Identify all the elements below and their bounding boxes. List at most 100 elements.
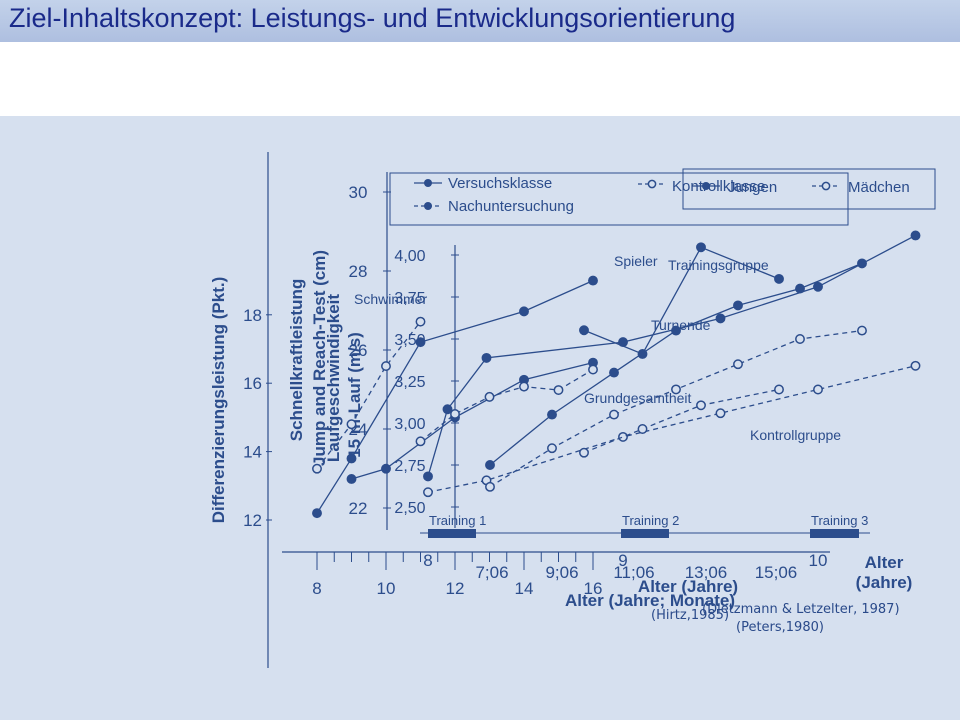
- c2-legend-marker-1: [424, 202, 432, 210]
- training-label-1: Training 2: [622, 513, 679, 528]
- c3-y-axis-title-2: 15 m-Lauf (m/s): [345, 332, 364, 458]
- c3-point-1-1: [547, 443, 557, 454]
- c2-y-axis-title-1: Schnellkraftleistung: [287, 279, 306, 441]
- c2-legend-box: [389, 172, 849, 226]
- c3-point-1-6: [857, 325, 867, 336]
- c2-xtick-label-1: 9: [618, 551, 627, 570]
- c2-point-3-2: [696, 400, 706, 411]
- c2-point-1-3: [774, 273, 784, 284]
- c3-x-axis-title: Alter (Jahre; Monate): [565, 591, 735, 610]
- c2-ytick-label-4: 30: [349, 183, 368, 202]
- c2-series-label-1: Kontrollgruppe: [750, 427, 841, 443]
- c3-legend-marker-0: [702, 182, 710, 190]
- citation-hirtz: (Hirtz,1985): [651, 608, 730, 623]
- c1-series-label-1: Spieler: [614, 253, 658, 269]
- c2-point-2-5: [910, 360, 921, 371]
- c2-point-3-0: [579, 447, 589, 458]
- c1-y-axis-title: Differenzierungsleistung (Pkt.): [209, 277, 228, 524]
- c1-x-axis-title: Alter (Jahre): [638, 577, 738, 596]
- c1-point-1-0: [312, 508, 322, 519]
- c1-series-line-2: [351, 362, 594, 480]
- c3-point-1-4: [733, 359, 743, 370]
- c2-legend-label-0: Versuchsklasse: [448, 175, 552, 192]
- c3-ytick-label-6: 4,00: [394, 248, 425, 265]
- c1-point-1-2: [415, 337, 426, 348]
- c3-ytick-label-0: 2,50: [394, 500, 425, 517]
- c1-series-label-2: Turnende: [651, 317, 711, 333]
- c1-xtick-label-3: 14: [515, 579, 534, 598]
- c3-ytick-label-3: 3,25: [394, 374, 425, 391]
- c1-xtick-label-0: 8: [312, 579, 321, 598]
- c3-xtick-label-4: 15;06: [755, 563, 798, 582]
- c3-xtick-label-0: 7;06: [475, 563, 508, 582]
- c1-point-0-2: [381, 361, 391, 372]
- c1-point-1-1: [346, 453, 357, 464]
- c2-point-0-1: [442, 404, 453, 415]
- c2-point-0-4: [715, 313, 726, 324]
- c2-series-label-0: Trainingsgruppe: [668, 257, 769, 273]
- c1-point-1-3: [519, 306, 529, 317]
- c2-point-0-5: [813, 281, 823, 292]
- c3-ytick-label-2: 3,00: [394, 416, 425, 433]
- c3-point-0-1: [547, 409, 557, 420]
- c2-point-3-3: [774, 384, 784, 395]
- c2-x-axis-title: Alter: [865, 553, 904, 572]
- c2-xtick-label-0: 8: [423, 551, 432, 570]
- c3-ytick-label-5: 3,75: [394, 290, 425, 307]
- c2-point-0-6: [910, 230, 921, 241]
- c1-point-0-0: [312, 463, 322, 474]
- c1-point-0-3: [415, 316, 426, 327]
- c1-point-1-4: [588, 275, 598, 286]
- citation-peters: (Peters,1980): [736, 620, 824, 635]
- c1-point-2-0: [346, 474, 357, 484]
- c2-point-0-2: [481, 352, 492, 363]
- c3-point-0-3: [671, 325, 681, 336]
- c2-y-axis-title-2: Jump and Reach-Test (cm): [310, 250, 329, 466]
- citation-dietzmann: (Dietzmann & Letzelter, 1987): [702, 602, 900, 617]
- title-bar: Ziel-Inhaltskonzept: Leistungs- und Entw…: [0, 0, 960, 42]
- c1-series-line-3: [420, 368, 594, 442]
- c2-point-3-1: [637, 424, 648, 434]
- c1-point-0-1: [346, 419, 357, 430]
- c2-xtick-label-2: 10: [809, 551, 828, 570]
- c1-ytick-label-0: 12: [243, 511, 262, 530]
- c3-point-0-2: [609, 367, 619, 378]
- c3-point-1-0: [485, 481, 495, 492]
- c3-point-0-4: [733, 300, 743, 311]
- c1-ytick-label-1: 14: [243, 443, 262, 462]
- c2-legend-marker-0: [424, 179, 432, 187]
- c1-xtick-label-4: 16: [584, 579, 603, 598]
- figure-panel: [0, 116, 960, 720]
- c3-series-line-1: [489, 329, 863, 488]
- c2-series-line-2: [427, 365, 916, 493]
- c3-ytick-label-1: 2,75: [394, 458, 425, 475]
- c3-point-0-5: [795, 283, 805, 294]
- c1-point-3-1: [450, 409, 460, 419]
- c2-x-axis-title-2: (Jahre): [856, 573, 913, 592]
- c3-point-1-3: [671, 384, 681, 395]
- c2-ytick-label-2: 26: [349, 341, 368, 360]
- c2-ytick-label-3: 28: [349, 262, 368, 281]
- c1-xtick-label-1: 10: [377, 579, 396, 598]
- c2-point-1-0: [579, 325, 589, 336]
- c3-point-1-2: [609, 409, 619, 420]
- c1-series-line-0: [316, 321, 422, 470]
- c1-ytick-label-2: 16: [243, 374, 262, 393]
- c3-y-axis-title-1: Laufgeschwindigkeit: [324, 294, 343, 462]
- c3-point-0-6: [857, 258, 867, 269]
- c2-point-2-3: [715, 408, 726, 419]
- c3-legend-box: [682, 168, 936, 210]
- c1-point-3-4: [553, 385, 564, 395]
- c3-xtick-label-2: 11;06: [613, 563, 654, 582]
- page-title: Ziel-Inhaltskonzept: Leistungs- und Entw…: [9, 3, 736, 33]
- c3-point-0-0: [485, 460, 495, 470]
- c1-point-3-2: [484, 391, 495, 402]
- c3-xtick-label-1: 9;06: [545, 563, 578, 582]
- c2-legend-marker-2: [647, 179, 657, 189]
- c3-xtick-label-3: 13;06: [685, 563, 728, 582]
- c2-point-2-0: [423, 487, 433, 498]
- c2-point-2-4: [813, 384, 823, 395]
- c2-series-line-3: [583, 388, 780, 454]
- c3-legend-label-0: Jungen: [728, 179, 777, 196]
